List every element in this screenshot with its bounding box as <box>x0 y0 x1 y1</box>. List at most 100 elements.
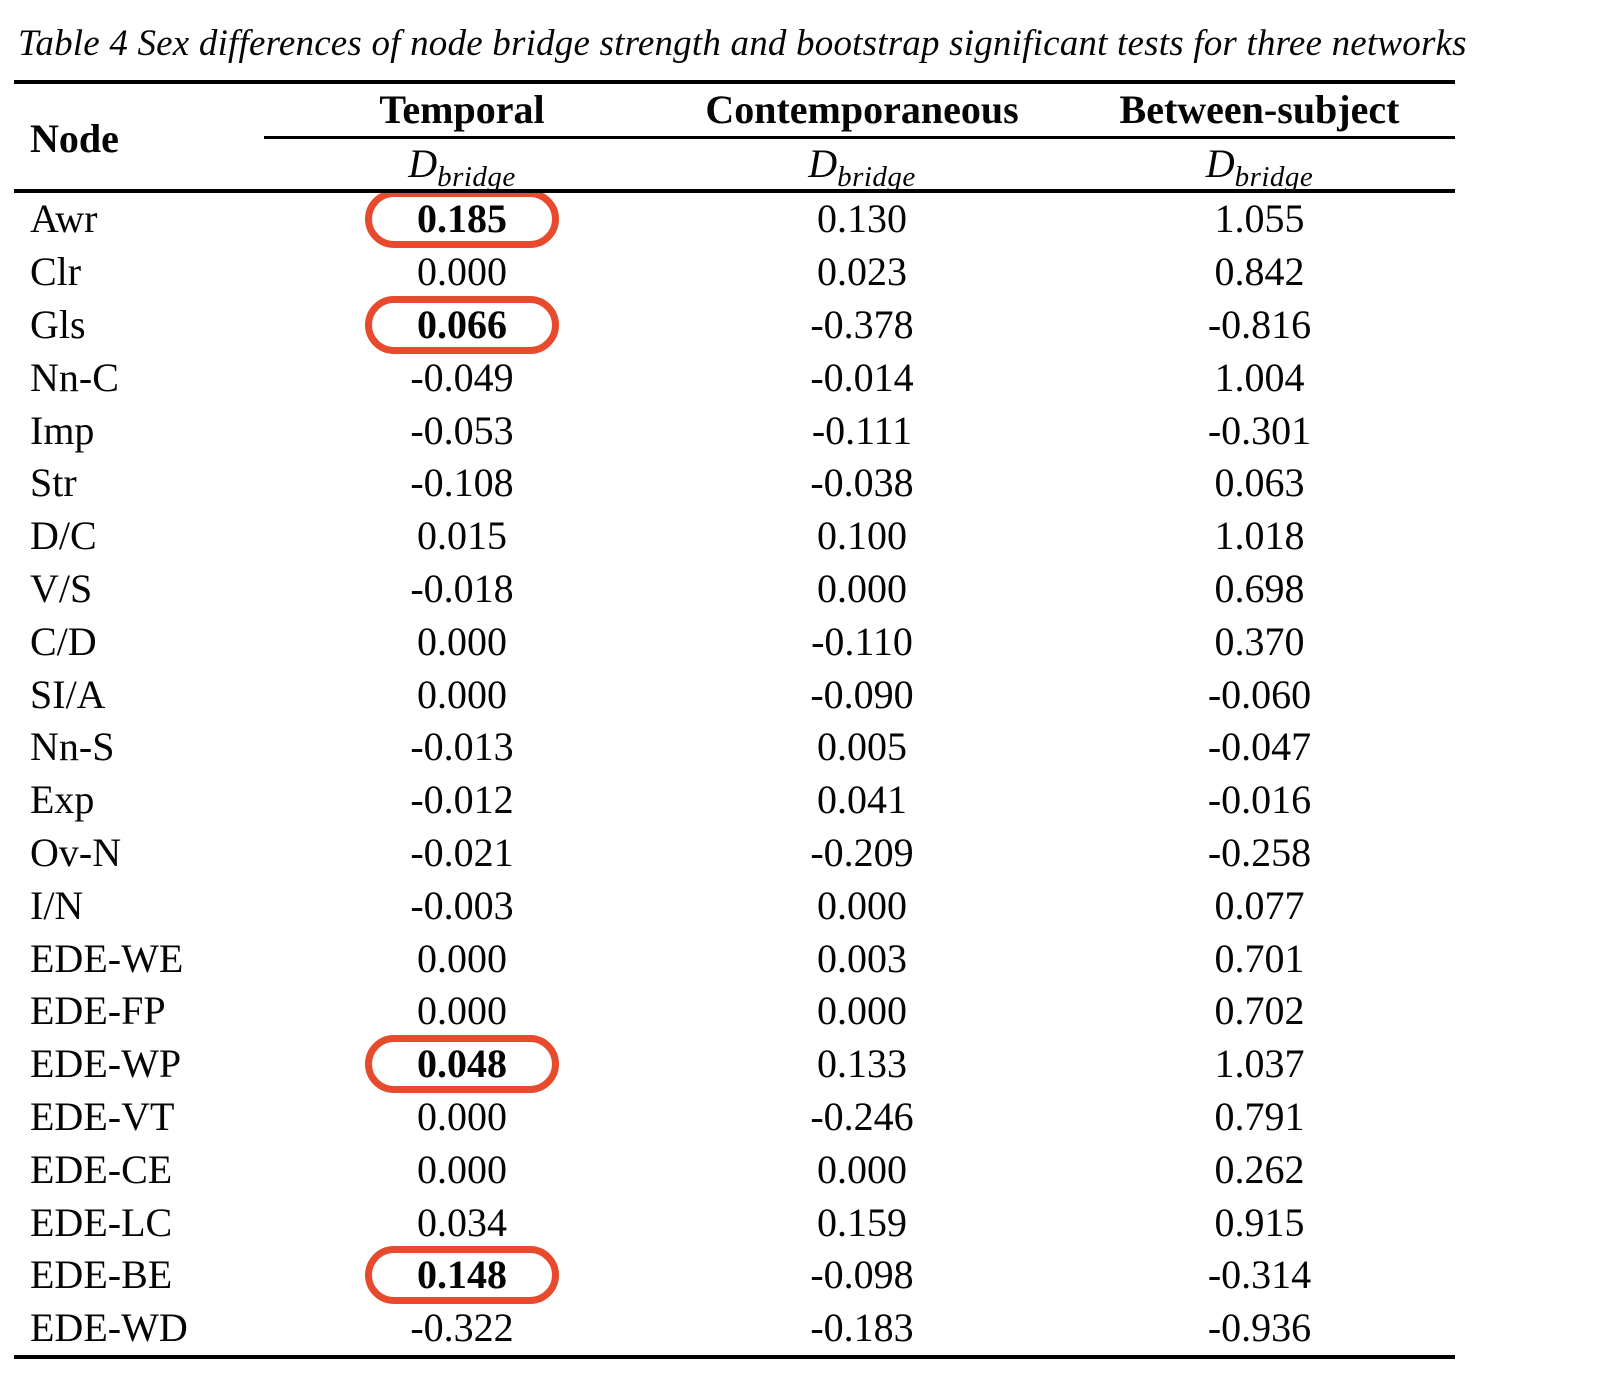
contemporaneous-cell: 0.000 <box>660 991 1064 1031</box>
contemporaneous-cell: -0.183 <box>660 1308 1064 1348</box>
temporal-value: -0.003 <box>410 882 514 928</box>
table-row: SI/A 0.000 -0.090 -0.060 <box>14 668 1455 721</box>
temporal-value: -0.049 <box>410 354 514 400</box>
between-subject-cell: -0.314 <box>1064 1255 1455 1295</box>
between-subject-cell: 0.701 <box>1064 938 1455 979</box>
highlight-circle: 0.034 <box>413 1199 511 1245</box>
contemporaneous-value: -0.038 <box>810 460 914 506</box>
temporal-value: 0.034 <box>417 1199 507 1245</box>
node-label: EDE-CE <box>30 1146 173 1192</box>
between-subject-cell: 0.915 <box>1064 1202 1455 1243</box>
contemporaneous-value: -0.111 <box>811 407 913 453</box>
node-label: Ov-N <box>30 829 122 875</box>
between-subject-value: 1.037 <box>1214 1041 1305 1087</box>
contemporaneous-cell: -0.111 <box>660 407 1064 453</box>
table-body: Awr 0.185 0.130 1.055 Clr 0.000 0.023 0.… <box>14 190 1455 1355</box>
contemporaneous-cell: -0.098 <box>660 1255 1064 1295</box>
column-header-between-subject: Between-subject <box>1119 87 1400 132</box>
highlight-circle: 0.000 <box>413 252 511 292</box>
table-header: Node Temporal Contemporaneous Between-su… <box>14 84 1455 193</box>
table-top-rule <box>14 80 1455 84</box>
node-label: D/C <box>30 513 97 559</box>
temporal-cell: -0.108 <box>264 463 660 503</box>
between-subject-cell: -0.016 <box>1064 780 1455 820</box>
between-subject-value: 0.791 <box>1214 1093 1305 1139</box>
node-label: I/N <box>30 882 84 928</box>
contemporaneous-value: -0.246 <box>810 1093 914 1139</box>
subheader-rule <box>14 189 1455 193</box>
between-subject-cell: 0.842 <box>1064 252 1455 292</box>
column-header-node: Node <box>30 116 119 161</box>
table-row: Imp -0.053 -0.111 -0.301 <box>14 404 1455 457</box>
table-caption: Table 4 Sex differences of node bridge s… <box>18 23 1467 64</box>
temporal-cell: 0.000 <box>264 252 660 292</box>
contemporaneous-value: -0.183 <box>810 1305 914 1351</box>
node-label: Str <box>30 460 77 506</box>
highlight-circle: 0.148 <box>365 1246 559 1305</box>
between-subject-value: 0.262 <box>1214 1146 1305 1192</box>
table-row: EDE-FP 0.000 0.000 0.702 <box>14 985 1455 1038</box>
temporal-value: 0.000 <box>417 935 507 981</box>
between-subject-value: 0.077 <box>1214 882 1305 928</box>
data-table: Node Temporal Contemporaneous Between-su… <box>14 80 1455 1359</box>
contemporaneous-cell: -0.209 <box>660 829 1064 875</box>
node-label: C/D <box>30 618 97 664</box>
table-row: V/S -0.018 0.000 0.698 <box>14 563 1455 616</box>
contemporaneous-value: -0.209 <box>810 829 914 875</box>
contemporaneous-cell: 0.000 <box>660 1149 1064 1190</box>
node-label: EDE-FP <box>30 988 166 1034</box>
between-subject-value: 0.063 <box>1214 460 1305 506</box>
between-subject-cell: 0.791 <box>1064 1093 1455 1139</box>
column-header-temporal: Temporal <box>379 87 545 132</box>
temporal-value: 0.000 <box>417 988 507 1034</box>
temporal-value: -0.013 <box>410 724 514 770</box>
contemporaneous-value: -0.110 <box>811 618 913 664</box>
contemporaneous-cell: 0.130 <box>660 199 1064 239</box>
temporal-value: 0.148 <box>417 1252 507 1298</box>
temporal-cell: -0.013 <box>264 727 660 767</box>
highlight-circle: -0.013 <box>406 727 517 767</box>
node-label: Exp <box>30 777 95 823</box>
temporal-value: 0.000 <box>417 1146 507 1192</box>
group-header-row: Temporal Contemporaneous Between-subject <box>264 84 1455 136</box>
highlight-circle: -0.021 <box>406 832 517 873</box>
node-label: SI/A <box>30 671 106 717</box>
node-label: Nn-C <box>30 354 119 400</box>
between-subject-value: 0.698 <box>1214 565 1305 611</box>
table-row: EDE-WE 0.000 0.003 0.701 <box>14 932 1455 985</box>
between-subject-cell: 0.698 <box>1064 565 1455 611</box>
contemporaneous-cell: 0.133 <box>660 1044 1064 1084</box>
highlight-circle: -0.322 <box>406 1308 517 1348</box>
contemporaneous-cell: -0.014 <box>660 354 1064 400</box>
temporal-cell: -0.003 <box>264 882 660 928</box>
temporal-cell: 0.000 <box>264 674 660 715</box>
between-subject-cell: 0.370 <box>1064 618 1455 664</box>
between-subject-cell: 1.018 <box>1064 516 1455 556</box>
table-row: Str -0.108 -0.038 0.063 <box>14 457 1455 510</box>
table-row: C/D 0.000 -0.110 0.370 <box>14 615 1455 668</box>
node-label: EDE-BE <box>30 1252 173 1298</box>
highlight-circle: 0.185 <box>365 190 559 249</box>
table-row: I/N -0.003 0.000 0.077 <box>14 879 1455 932</box>
table-row: EDE-LC 0.034 0.159 0.915 <box>14 1196 1455 1249</box>
temporal-cell: 0.000 <box>264 621 660 662</box>
temporal-value: -0.012 <box>410 777 514 823</box>
contemporaneous-value: -0.014 <box>810 354 914 400</box>
between-subject-value: 0.702 <box>1214 988 1305 1034</box>
node-label: Awr <box>30 196 98 242</box>
temporal-value: -0.322 <box>410 1305 514 1351</box>
contemporaneous-value: 0.000 <box>817 565 907 611</box>
header-divider-rule <box>264 136 1455 139</box>
temporal-cell: -0.018 <box>264 568 660 609</box>
contemporaneous-cell: 0.000 <box>660 885 1064 926</box>
contemporaneous-cell: 0.100 <box>660 516 1064 556</box>
node-label: Clr <box>30 249 82 295</box>
between-subject-value: 1.004 <box>1214 354 1305 400</box>
between-subject-cell: -0.301 <box>1064 410 1455 451</box>
temporal-value: 0.000 <box>417 249 507 295</box>
between-subject-value: 0.370 <box>1214 618 1305 664</box>
contemporaneous-cell: 0.041 <box>660 780 1064 820</box>
contemporaneous-cell: 0.005 <box>660 727 1064 767</box>
highlight-circle: 0.000 <box>413 1146 511 1192</box>
